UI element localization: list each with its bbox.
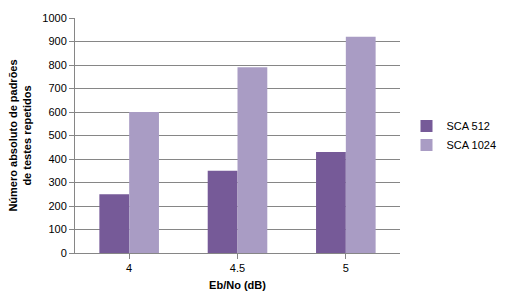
svg-text:200: 200 <box>48 200 66 212</box>
svg-text:700: 700 <box>48 82 66 94</box>
svg-text:400: 400 <box>48 153 66 165</box>
svg-text:0: 0 <box>61 247 67 259</box>
svg-text:Número absoluto de padrõesde t: Número absoluto de padrõesde testes repe… <box>7 59 33 211</box>
svg-text:600: 600 <box>48 106 66 118</box>
svg-text:1000: 1000 <box>42 12 66 24</box>
svg-text:5: 5 <box>343 262 349 274</box>
svg-text:4.5: 4.5 <box>230 262 245 274</box>
svg-text:900: 900 <box>48 35 66 47</box>
svg-text:4: 4 <box>126 262 132 274</box>
svg-text:300: 300 <box>48 176 66 188</box>
svg-text:100: 100 <box>48 223 66 235</box>
svg-text:Eb/No (dB): Eb/No (dB) <box>209 279 266 291</box>
svg-text:500: 500 <box>48 129 66 141</box>
svg-text:SCA 1024: SCA 1024 <box>447 139 497 151</box>
svg-text:800: 800 <box>48 59 66 71</box>
svg-text:SCA 512: SCA 512 <box>447 120 490 132</box>
